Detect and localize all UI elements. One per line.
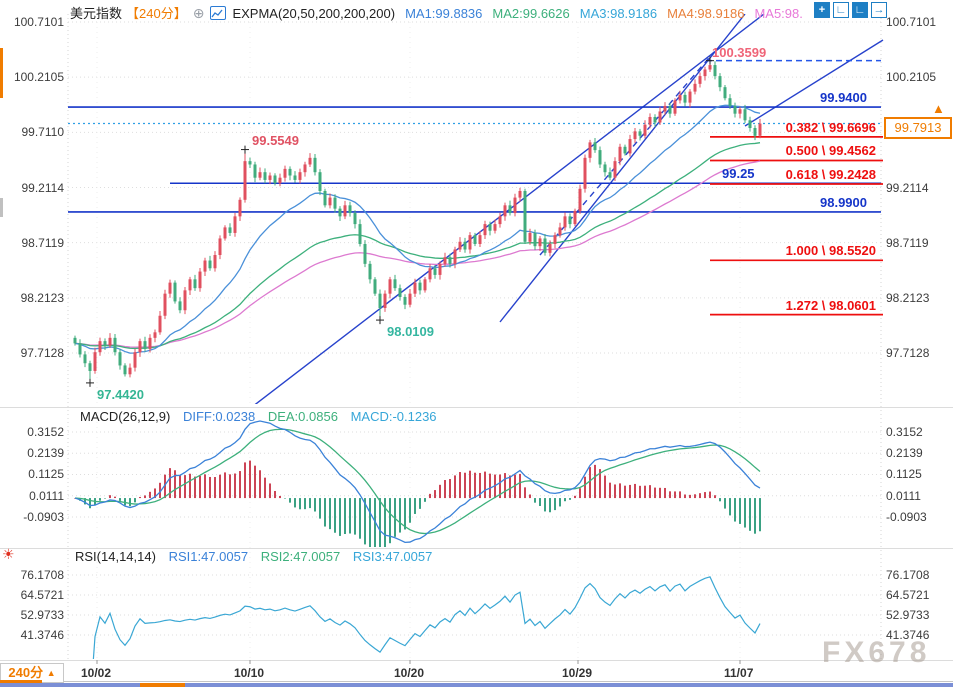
watermark: FX678: [822, 636, 931, 669]
ma-legend-item: MA5:98.: [754, 6, 803, 21]
macd-header: MACD(26,12,9) DIFF:0.0238 DEA:0.0856 MAC…: [80, 409, 437, 424]
macd-dea-value: DEA:0.0856: [267, 409, 338, 424]
candles: [73, 60, 762, 383]
rsi1-value: RSI1:47.0057: [168, 549, 249, 564]
chart-toolbar: + ∟ ∟ →: [814, 2, 887, 18]
chart-header: 美元指数 【240分】 ⊕ EXPMA(20,50,200,200,200) MA1:9…: [70, 3, 803, 22]
collapse-panel-icon[interactable]: →: [871, 2, 887, 18]
ma-legend-item: MA1:99.8836: [405, 6, 483, 21]
current-price-tag: 99.7913: [884, 117, 952, 139]
tab-arrow-icon: ▲: [46, 668, 56, 678]
tab-underline: [0, 680, 42, 683]
move-tool-icon[interactable]: +: [814, 2, 830, 18]
indicator-chart-icon[interactable]: [210, 6, 227, 20]
timeframe-badge[interactable]: 【240分】: [126, 6, 187, 21]
rsi-title[interactable]: RSI(14,14,14): [75, 549, 156, 564]
macd-title[interactable]: MACD(26,12,9): [80, 409, 171, 424]
ma-legend-item: MA3:98.9186: [579, 6, 658, 21]
indicator-settings-sun-icon[interactable]: ☀: [2, 546, 15, 562]
bottom-divider: [0, 681, 953, 682]
rsi2-value: RSI2:47.0057: [260, 549, 341, 564]
macd-hist-value: MACD:-0.1236: [350, 409, 437, 424]
price-up-arrow-icon: ▲: [932, 101, 945, 116]
rsi-header: RSI(14,14,14) RSI1:47.0057 RSI2:47.0057 …: [75, 549, 432, 564]
axis-scale-active-icon[interactable]: ∟: [852, 2, 868, 18]
macd-diff-value: DIFF:0.0238: [182, 409, 256, 424]
ma-legend-item: MA4:98.9186: [667, 6, 745, 21]
link-circle-icon[interactable]: ⊕: [192, 5, 205, 21]
axis-scale-icon[interactable]: ∟: [833, 2, 849, 18]
left-edge-orange-marker: [0, 48, 3, 98]
rsi3-value: RSI3:47.0057: [352, 549, 433, 564]
left-edge-gray-marker: [0, 198, 3, 217]
scrollbar-thumb[interactable]: [140, 683, 185, 687]
indicator-title[interactable]: EXPMA(20,50,200,200,200): [232, 6, 396, 21]
gridlines: [0, 14, 953, 664]
ma-legend-item: MA2:99.6626: [492, 6, 570, 21]
symbol-title: 美元指数: [70, 6, 123, 21]
macd-histogram: [74, 460, 761, 547]
bottom-scrollbar[interactable]: [0, 683, 953, 687]
